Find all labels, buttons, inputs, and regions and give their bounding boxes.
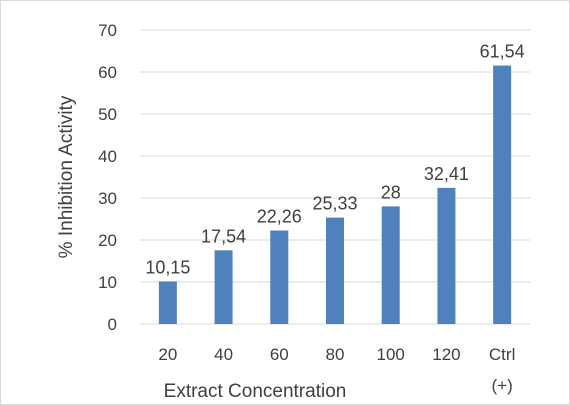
y-axis-ticks: 0 10 20 30 40 50 60 70 (98, 21, 117, 334)
bar (437, 187, 456, 324)
bars (158, 65, 512, 325)
bar (381, 206, 400, 324)
x-tick-label: 80 (326, 345, 345, 364)
x-axis-ticks: 20 40 60 80 100 120 Ctrl (+) (158, 345, 515, 395)
x-tick-label: Ctrl (+) (489, 345, 515, 395)
bar (158, 281, 177, 324)
bar (270, 230, 289, 324)
y-axis-title: % Inhibition Activity (56, 95, 77, 258)
data-label: 28 (381, 182, 401, 202)
x-tick-label: 60 (270, 345, 289, 364)
y-tick-label: 0 (108, 315, 117, 334)
bar (493, 65, 512, 325)
x-tick-label: 20 (158, 345, 177, 364)
data-label: 32,41 (424, 164, 469, 184)
data-labels: 10,15 17,54 22,26 25,33 28 32,41 61,54 (145, 42, 524, 278)
y-tick-label: 20 (98, 231, 117, 250)
data-label: 22,26 (257, 207, 302, 227)
y-tick-label: 50 (98, 105, 117, 124)
bar (326, 217, 344, 324)
x-tick-label: 40 (214, 345, 233, 364)
data-label: 61,54 (480, 42, 525, 62)
data-label: 25,33 (312, 194, 357, 214)
y-tick-label: 70 (98, 21, 117, 40)
x-tick-label: 100 (377, 345, 405, 364)
data-label: 17,54 (201, 226, 246, 246)
y-tick-label: 10 (98, 273, 117, 292)
x-axis-title: Extract Concentration (164, 381, 347, 402)
y-tick-label: 30 (98, 189, 117, 208)
data-label: 10,15 (145, 257, 190, 277)
y-tick-label: 40 (98, 147, 117, 166)
x-tick-label: 120 (432, 345, 460, 364)
bar (214, 250, 233, 324)
y-tick-label: 60 (98, 63, 117, 82)
